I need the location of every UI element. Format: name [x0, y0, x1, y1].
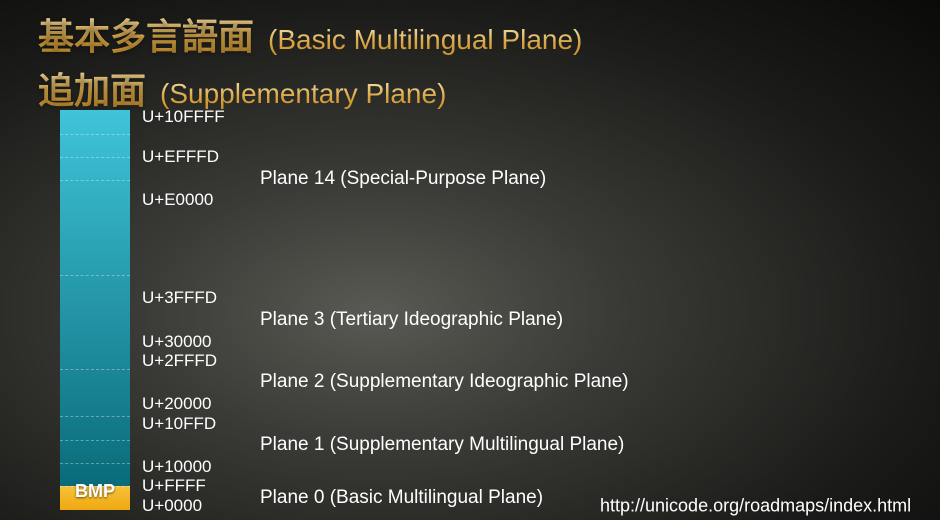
plane-label: Plane 0 (Basic Multilingual Plane): [260, 487, 543, 509]
plane-label: Plane 1 (Supplementary Multilingual Plan…: [260, 434, 624, 456]
reference-url: http://unicode.org/roadmaps/index.html: [600, 496, 911, 517]
bar-divider: [60, 369, 130, 370]
bar-divider: [60, 275, 130, 276]
title-line-1: 基本多言語面 (Basic Multilingual Plane): [38, 8, 582, 60]
plane-label: Plane 14 (Special-Purpose Plane): [260, 168, 546, 190]
planes-bar: BMP: [60, 110, 130, 510]
plane-label: Plane 3 (Tertiary Ideographic Plane): [260, 309, 563, 331]
bar-divider: [60, 134, 130, 135]
bar-divider: [60, 486, 130, 487]
title-1-jp: 基本多言語面: [38, 8, 254, 60]
codepoint-label: U+3FFFD: [142, 288, 217, 308]
bar-divider: [60, 416, 130, 417]
codepoint-label: U+10FFFF: [142, 107, 225, 127]
codepoint-label: U+10000: [142, 457, 211, 477]
title-block: 基本多言語面 (Basic Multilingual Plane) 追加面 (S…: [38, 8, 582, 116]
bar-divider: [60, 180, 130, 181]
bar-divider: [60, 157, 130, 158]
title-2-jp: 追加面: [38, 62, 146, 114]
codepoint-label: U+30000: [142, 332, 211, 352]
plane-label: Plane 2 (Supplementary Ideographic Plane…: [260, 371, 629, 393]
title-line-2: 追加面 (Supplementary Plane): [38, 62, 582, 114]
codepoint-label: U+2FFFD: [142, 351, 217, 371]
codepoint-label: U+FFFF: [142, 476, 206, 496]
bar-divider: [60, 463, 130, 464]
bmp-label: BMP: [60, 481, 130, 502]
bar-gradient-body: [60, 110, 130, 486]
bar-divider: [60, 440, 130, 441]
codepoint-label: U+0000: [142, 496, 202, 516]
title-1-en: (Basic Multilingual Plane): [268, 24, 582, 56]
codepoint-label: U+EFFFD: [142, 147, 219, 167]
codepoint-label: U+20000: [142, 394, 211, 414]
codepoint-label: U+10FFD: [142, 414, 216, 434]
title-2-en: (Supplementary Plane): [160, 78, 446, 110]
chart-area: BMP U+10FFFF U+EFFFD U+E0000 U+3FFFD U+30000…: [60, 110, 920, 510]
codepoint-label: U+E0000: [142, 190, 213, 210]
